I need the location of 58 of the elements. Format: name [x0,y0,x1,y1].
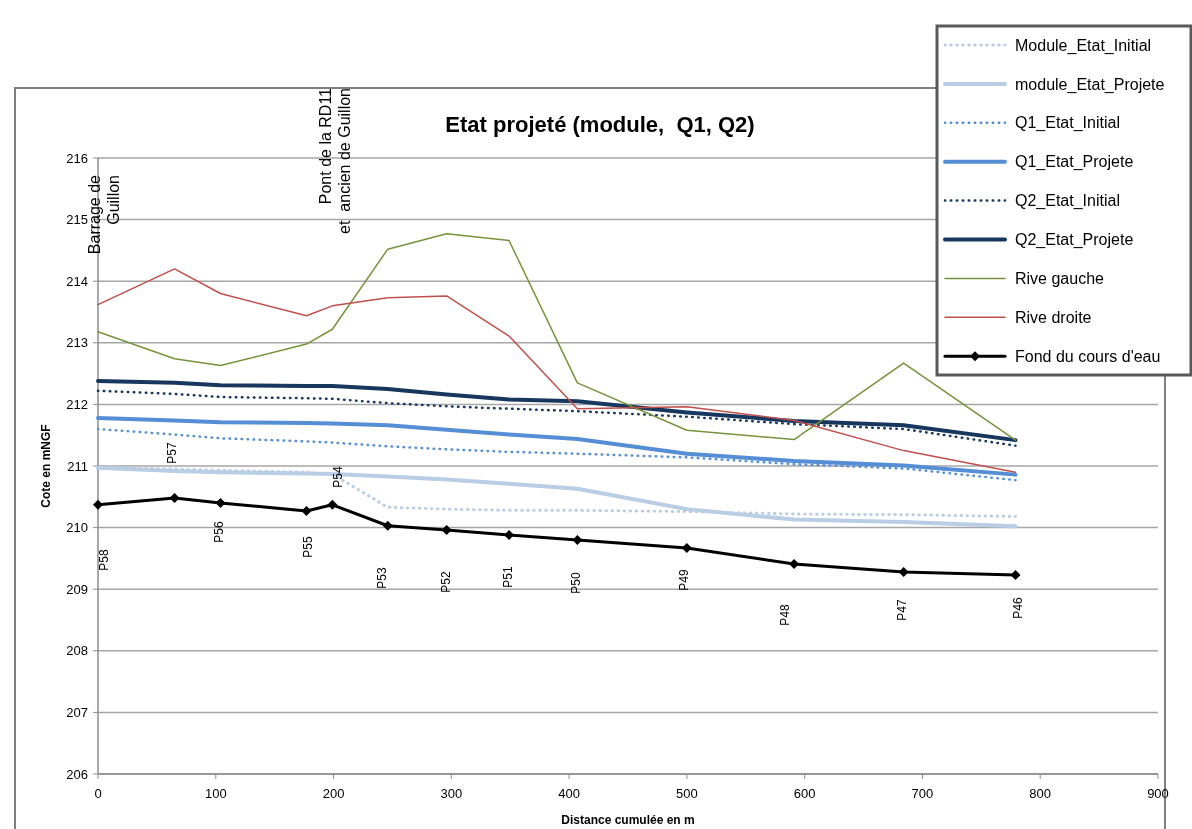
legend-label: Module_Etat_Initial [1015,36,1152,55]
point [441,525,452,536]
annotation: P48 [778,604,793,626]
y-tick-label: 209 [66,581,88,597]
y-tick-label: 212 [66,396,88,412]
x-tick-label: 600 [793,786,816,801]
x-tick-label: 800 [1029,786,1052,801]
point [215,497,226,508]
point [169,493,180,504]
point [327,499,338,510]
annotation: P54 [331,466,346,488]
y-tick-label: 214 [66,273,88,289]
legend-label: Q1_Etat_Initial [1015,114,1120,133]
y-tick-label: 210 [66,520,88,536]
y-tick-label: 215 [66,212,88,228]
annotation: P58 [97,549,112,571]
annotation: P53 [375,567,390,589]
y-tick-label: 216 [66,150,88,166]
x-tick-label: 500 [676,786,698,801]
annotation: P55 [301,536,316,558]
y-tick-label: 206 [66,766,88,782]
y-tick-label: 213 [66,335,88,351]
legend-label: Fond du cours d'eau [1015,347,1161,365]
legend-label: Q2_Etat_Projete [1015,231,1134,250]
annotation: P49 [677,569,692,591]
x-tick-label: 200 [322,786,345,801]
legend-label: Q2_Etat_Initial [1015,192,1120,211]
y-axis-title: Cote en mNGF [39,424,53,508]
annotation: Pont de la RD11 et ancien de Guillon [317,87,353,234]
y-tick-label: 208 [66,643,88,659]
annotation: P57 [165,442,180,464]
x-tick-label: 900 [1147,786,1169,801]
annotation: P56 [212,521,227,543]
annotation: P52 [439,571,454,593]
legend-label: Rive droite [1015,308,1092,326]
point [382,520,393,531]
point [93,499,103,510]
y-tick-label: 207 [66,704,88,720]
x-tick-label: 300 [440,786,463,801]
annotation: P50 [569,572,584,594]
x-axis-title: Distance cumulée en m [561,813,695,827]
point [898,566,909,577]
legend-label: Q1_Etat_Projete [1015,153,1134,172]
annotation: P47 [895,599,910,621]
chart-title: Etat projeté (module, Q1, Q2) [445,112,755,137]
annotation: P51 [501,566,516,588]
line-series [96,378,1018,443]
y-tick-label: 211 [67,458,88,474]
x-tick-label: 400 [558,786,580,801]
x-tick-label: 100 [204,786,227,801]
point [1010,570,1021,581]
annotation: P46 [1011,597,1026,619]
x-tick-label: 0 [94,786,102,801]
point [301,505,312,516]
legend-label: Rive gauche [1015,270,1105,287]
point [572,534,583,545]
legend-label: module_Etat_Projete [1015,75,1165,94]
x-tick-label: 700 [911,786,934,801]
